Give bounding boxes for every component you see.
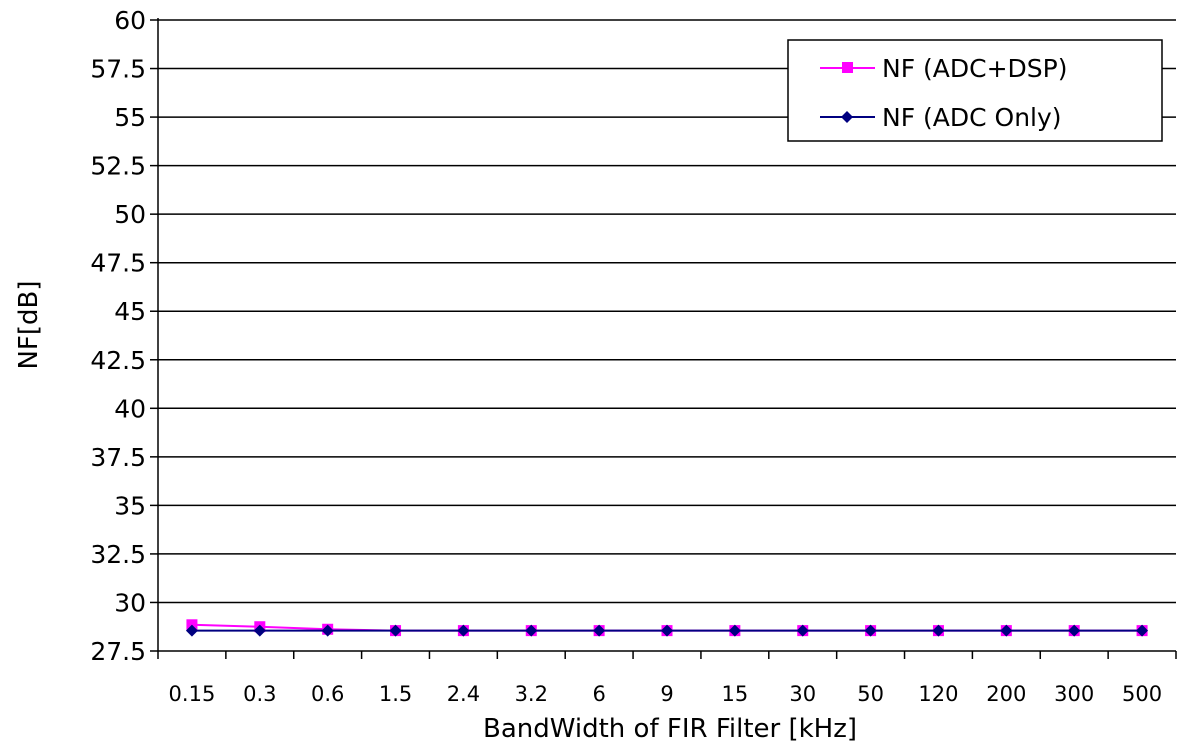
x-tick-label: 6 — [592, 682, 605, 706]
y-tick-label: 47.5 — [90, 249, 146, 278]
x-tick-label: 120 — [918, 682, 958, 706]
data-point-diamond — [661, 624, 673, 637]
data-point-diamond — [593, 624, 606, 637]
x-tick-label: 30 — [789, 682, 816, 706]
data-point-diamond — [1000, 624, 1013, 637]
y-tick-label: 35 — [114, 491, 146, 520]
data-point-diamond — [796, 624, 809, 637]
y-tick-label: 32.5 — [90, 540, 146, 569]
x-tick-label: 0.3 — [243, 682, 276, 706]
data-series — [185, 619, 1149, 637]
x-tick-label: 50 — [857, 682, 884, 706]
data-point-diamond — [457, 624, 470, 637]
legend-label-adc-only: NF (ADC Only) — [882, 103, 1062, 132]
x-tick-label: 0.6 — [311, 682, 344, 706]
legend-marker-square — [842, 62, 853, 73]
legend-label-adc-dsp: NF (ADC+DSP) — [882, 54, 1068, 83]
x-tick-label: 0.15 — [169, 682, 216, 706]
data-point-diamond — [728, 624, 741, 637]
data-point-diamond — [1136, 624, 1149, 637]
y-tick-labels: 27.5 30 32.5 35 37.5 40 42.5 45 47.5 50 52.5 55 57.5… — [90, 6, 146, 666]
y-tick-label: 45 — [114, 297, 146, 326]
series-1 — [185, 624, 1149, 637]
x-tick-label: 300 — [1054, 682, 1094, 706]
data-point-diamond — [185, 624, 198, 637]
legend-entry-adc-only: NF (ADC Only) — [820, 103, 1062, 132]
x-tick-label: 200 — [986, 682, 1026, 706]
x-axis-title: BandWidth of FIR Filter [kHz] — [483, 714, 857, 744]
data-point-diamond — [389, 624, 402, 637]
legend-marker-diamond — [841, 111, 853, 123]
y-tick-label: 27.5 — [90, 637, 146, 666]
data-point-diamond — [253, 624, 266, 637]
axes — [150, 18, 1177, 659]
x-tick-label: 2.4 — [447, 682, 480, 706]
x-tick-label: 9 — [660, 682, 673, 706]
legend-entry-adc-dsp: NF (ADC+DSP) — [820, 54, 1068, 83]
y-tick-label: 30 — [114, 588, 146, 617]
x-tick-label: 15 — [721, 682, 748, 706]
y-tick-label: 60 — [114, 6, 146, 35]
x-tick-labels: 0.15 0.3 0.6 1.5 2.4 3.2 6 9 15 30 50 120 200 300 500 — [169, 682, 1163, 706]
y-tick-label: 50 — [114, 200, 146, 229]
x-tick-label: 3.2 — [515, 682, 548, 706]
x-tick-label: 1.5 — [379, 682, 412, 706]
gridlines — [158, 19, 1176, 604]
data-point-diamond — [864, 624, 877, 637]
y-tick-label: 55 — [114, 103, 146, 132]
x-tick-label: 500 — [1122, 682, 1162, 706]
data-point-diamond — [525, 624, 538, 637]
data-point-diamond — [321, 624, 334, 637]
data-point-diamond — [932, 624, 945, 637]
y-tick-label: 37.5 — [90, 443, 146, 472]
legend-box — [787, 39, 1163, 142]
y-tick-label: 52.5 — [90, 152, 146, 181]
data-point-diamond — [1068, 624, 1081, 637]
y-tick-label: 57.5 — [90, 55, 146, 84]
y-axis-title: NF[dB] — [14, 280, 44, 369]
legend: NF (ADC+DSP) NF (ADC Only) — [787, 39, 1163, 142]
y-tick-label: 40 — [114, 394, 146, 423]
y-tick-label: 42.5 — [90, 346, 146, 375]
